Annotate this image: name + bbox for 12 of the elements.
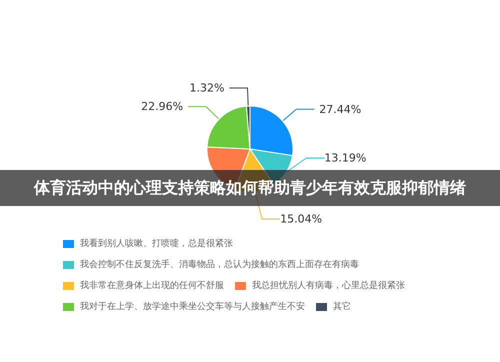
legend-label: 我看到别人咳嗽、打喷嚏，总是很紧张 [80, 238, 233, 249]
legend-label: 我总担忧别人有病毒，心里总是很紧张 [252, 280, 405, 291]
data-label: 22.96% [141, 100, 184, 114]
data-label: 27.44% [319, 102, 362, 116]
text: 体育活动中的心理支持策略如何帮助青少年有效克服抑郁情绪 [0, 170, 500, 206]
data-label: 13.19% [324, 152, 366, 164]
legend-label: 我非常在意身体上出现的任何不舒服 [80, 280, 224, 291]
data-label: 15.04% [280, 212, 322, 226]
legend-label: 我会控制不住反复洗手、消毒物品，总认为接触的东西上面存在有病毒 [80, 259, 359, 270]
legend-label: 我对于在上学、放学途中乘坐公交车等与人接触产生不安 [80, 301, 305, 312]
legend-label: 其它 [333, 301, 351, 312]
data-label: 1.32% [190, 82, 224, 95]
